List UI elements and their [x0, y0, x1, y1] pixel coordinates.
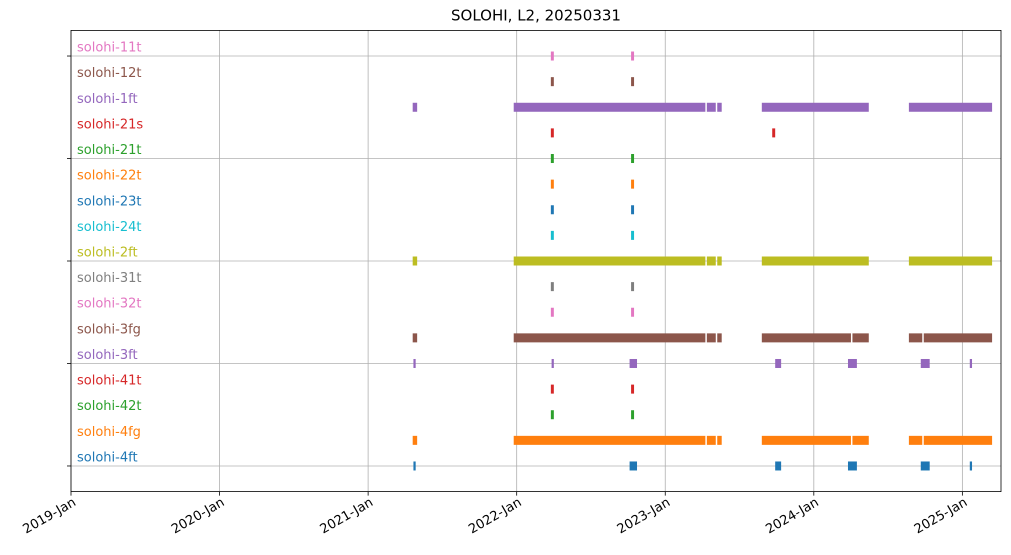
row-label: solohi-21t	[77, 143, 141, 158]
row-label: solohi-24t	[77, 220, 141, 235]
x-tick-label: 2025-Jan	[912, 495, 970, 537]
segment	[908, 333, 923, 343]
segment	[550, 384, 554, 394]
segment	[631, 179, 635, 189]
segment	[923, 333, 993, 343]
segment	[717, 333, 722, 343]
row-label: solohi-32t	[77, 297, 141, 312]
segment	[908, 435, 923, 445]
x-tick-label: 2019-Jan	[21, 495, 79, 537]
segment	[631, 205, 635, 215]
segment	[550, 307, 554, 317]
segment	[923, 435, 993, 445]
segment	[852, 435, 869, 445]
segment	[852, 333, 869, 343]
chart-title: SOLOHI, L2, 20250331	[451, 7, 621, 25]
segment	[513, 435, 706, 445]
segment	[629, 461, 638, 471]
segment	[631, 230, 635, 240]
segment	[550, 77, 554, 87]
x-tick-label: 2023-Jan	[615, 495, 673, 537]
segment	[551, 358, 554, 368]
segment	[706, 435, 716, 445]
row-label: solohi-42t	[77, 399, 141, 414]
segment	[775, 358, 782, 368]
row-label: solohi-23t	[77, 194, 141, 209]
row-label: solohi-4fg	[77, 425, 141, 440]
segment	[631, 154, 635, 164]
segment	[969, 358, 973, 368]
segment	[550, 205, 554, 215]
segment	[631, 384, 635, 394]
x-tick-label: 2021-Jan	[318, 495, 376, 537]
segment	[761, 333, 851, 343]
segment	[920, 461, 930, 471]
segment	[706, 333, 716, 343]
segment	[847, 358, 857, 368]
segment	[412, 256, 418, 266]
segment	[550, 410, 554, 420]
row-label: solohi-21s	[77, 117, 143, 132]
segment	[412, 435, 418, 445]
segment	[631, 282, 635, 292]
segment	[706, 256, 716, 266]
segment	[717, 256, 722, 266]
segment	[550, 230, 554, 240]
segment	[513, 102, 706, 112]
segment	[631, 307, 635, 317]
segment	[631, 51, 635, 61]
segment	[550, 179, 554, 189]
segment	[772, 128, 776, 138]
segment	[717, 102, 722, 112]
segment	[413, 461, 416, 471]
segment	[775, 461, 782, 471]
segment	[761, 435, 851, 445]
segment	[550, 128, 554, 138]
row-label: solohi-2ft	[77, 246, 138, 261]
segment	[412, 102, 418, 112]
segment	[513, 333, 706, 343]
segment	[717, 435, 722, 445]
segment	[908, 102, 993, 112]
x-tick-label: 2020-Jan	[169, 495, 227, 537]
x-tick-label: 2022-Jan	[466, 495, 524, 537]
segment	[920, 358, 930, 368]
segment	[550, 282, 554, 292]
segment	[908, 256, 993, 266]
row-label: solohi-3ft	[77, 348, 138, 363]
row-label: solohi-22t	[77, 169, 141, 184]
x-tick-label: 2024-Jan	[763, 495, 821, 537]
row-label: solohi-11t	[77, 41, 141, 56]
segment	[761, 256, 869, 266]
row-label: solohi-12t	[77, 66, 141, 81]
row-label: solohi-41t	[77, 374, 141, 389]
segment	[413, 358, 416, 368]
segment	[412, 333, 418, 343]
row-label: solohi-3fg	[77, 322, 141, 337]
row-label: solohi-1ft	[77, 92, 138, 107]
segment	[631, 410, 635, 420]
segment	[513, 256, 706, 266]
segment	[761, 102, 869, 112]
plot-frame	[70, 29, 1002, 493]
segment	[847, 461, 857, 471]
segment	[706, 102, 716, 112]
segment	[631, 77, 635, 87]
segment	[550, 51, 554, 61]
segment	[550, 154, 554, 164]
row-label: solohi-31t	[77, 271, 141, 286]
segment	[629, 358, 638, 368]
row-label: solohi-4ft	[77, 450, 138, 465]
segment	[969, 461, 973, 471]
